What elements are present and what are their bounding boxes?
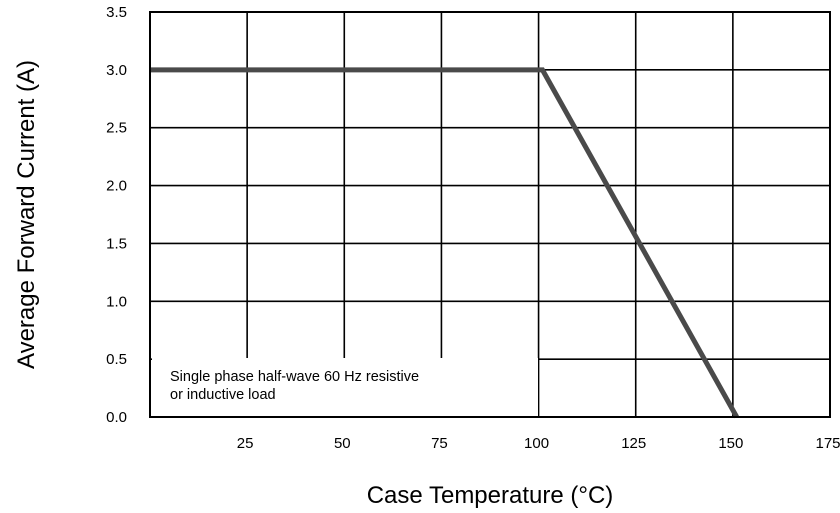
annotation-line: Single phase half-wave 60 Hz resistive <box>170 369 419 385</box>
y-tick-labels: 0.0 0.5 1.0 1.5 2.0 2.5 3.0 3.5 <box>106 4 127 426</box>
y-axis-title: Average Forward Current (A) <box>13 60 40 369</box>
annotation-box: Single phase half-wave 60 Hz resistive or… <box>152 358 538 416</box>
derating-curve <box>150 67 739 419</box>
x-tick-label: 175 <box>815 435 840 452</box>
series-layer <box>150 67 739 419</box>
y-tick-label: 0.0 <box>106 409 127 426</box>
annotation-line: or inductive load <box>170 387 276 403</box>
y-tick-label: 2.0 <box>106 178 127 195</box>
grid-lines <box>150 12 830 417</box>
annotation-background <box>152 358 538 416</box>
x-axis-title: Case Temperature (°C) <box>367 482 614 509</box>
x-tick-label: 25 <box>237 435 254 452</box>
y-tick-label: 2.5 <box>106 120 127 137</box>
y-tick-label: 1.5 <box>106 235 127 252</box>
y-tick-label: 3.5 <box>106 4 127 21</box>
y-tick-label: 0.5 <box>106 351 127 368</box>
x-tick-label: 100 <box>524 435 549 452</box>
x-tick-label: 150 <box>718 435 743 452</box>
plot-frame <box>149 11 831 418</box>
x-tick-label: 50 <box>334 435 351 452</box>
x-tick-labels: 25 50 75 100 125 150 175 <box>237 435 840 452</box>
x-tick-label: 125 <box>621 435 646 452</box>
x-tick-label: 75 <box>431 435 448 452</box>
y-tick-label: 3.0 <box>106 62 127 79</box>
y-tick-label: 1.0 <box>106 293 127 310</box>
